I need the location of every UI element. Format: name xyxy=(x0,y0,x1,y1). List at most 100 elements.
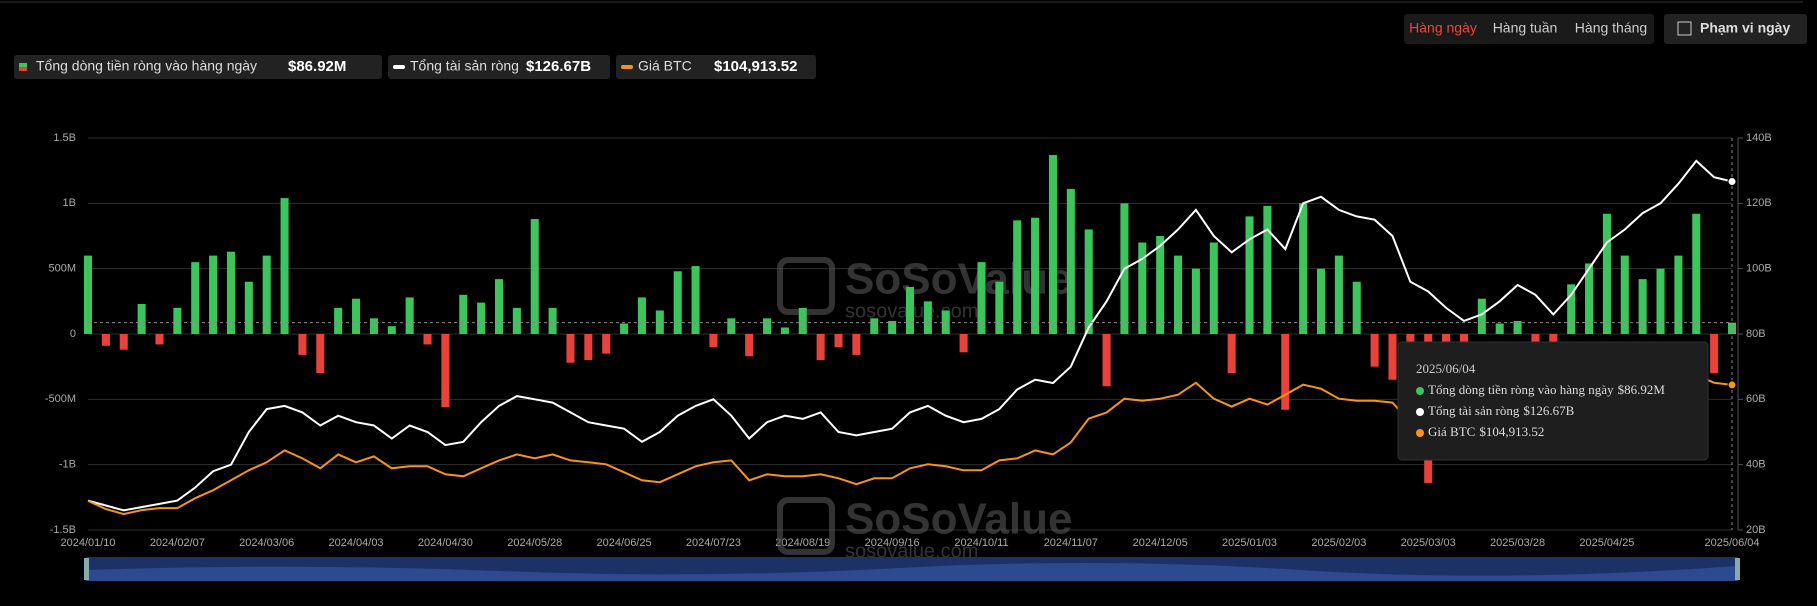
flow-bar xyxy=(244,281,253,334)
flow-bar xyxy=(798,307,807,334)
flow-bar xyxy=(673,271,682,334)
period-button[interactable]: Hàng ngày xyxy=(1409,20,1477,36)
flow-bar xyxy=(1316,268,1326,334)
flow-bar xyxy=(477,302,486,334)
flow-bar xyxy=(137,303,146,334)
x-tick-label: 2024/04/03 xyxy=(329,537,384,549)
controls: Hàng ngày Hàng tuần Hàng tháng Phạm vi ngày xyxy=(1404,14,1807,44)
flow-bar xyxy=(1388,334,1397,380)
y-tick-label: -1.5B xyxy=(50,524,76,536)
flow-bar xyxy=(941,310,950,334)
flow-bar xyxy=(83,255,93,334)
tooltip-row: Tổng dòng tiền ròng vào hàng ngày $86.92M xyxy=(1428,382,1665,397)
flow-bar xyxy=(923,301,932,334)
x-tick-label: 2024/08/19 xyxy=(775,537,830,549)
legend-value: $86.92M xyxy=(288,58,346,75)
flow-bar xyxy=(119,334,128,350)
y-tick-label: 1.5B xyxy=(53,132,76,144)
flow-bar xyxy=(512,307,521,334)
flow-bar xyxy=(1567,284,1576,334)
flow-bar xyxy=(852,334,861,355)
legend-item-bg[interactable] xyxy=(388,55,610,79)
range-button[interactable]: Phạm vi ngày xyxy=(1700,20,1790,36)
tooltip-value: $126.67B xyxy=(1523,403,1574,418)
flow-bar xyxy=(870,318,879,334)
range-button-bg[interactable] xyxy=(1664,14,1807,44)
navigator-handle[interactable] xyxy=(1735,558,1740,580)
flow-bar xyxy=(1084,229,1093,334)
flow-bar xyxy=(727,318,736,334)
flow-bar xyxy=(101,334,110,346)
flow-bar xyxy=(745,334,754,357)
tooltip-value: $104,913.52 xyxy=(1479,424,1544,439)
flow-bar xyxy=(780,327,789,334)
series-line xyxy=(87,159,1733,512)
x-tick-label: 2024/11/07 xyxy=(1044,537,1098,549)
legend-value: $104,913.52 xyxy=(714,58,797,75)
legend-value: $126.67B xyxy=(526,58,591,75)
y2-tick-label: 80B xyxy=(1746,328,1766,340)
period-button[interactable]: Hàng tuần xyxy=(1493,20,1558,36)
x-tick-label: 2024/10/11 xyxy=(954,537,1008,549)
flow-bar xyxy=(280,198,289,334)
y2-tick-label: 20B xyxy=(1746,524,1766,536)
x-tick-label: 2025/03/03 xyxy=(1401,537,1456,549)
flow-bar xyxy=(1191,268,1200,334)
flow-bar xyxy=(1227,334,1236,374)
flow-bar xyxy=(1620,255,1629,334)
legend-item-bg[interactable] xyxy=(616,55,816,79)
legend-label: Tổng dòng tiền ròng vào hàng ngày xyxy=(36,58,257,74)
buttons-bg xyxy=(1404,14,1654,44)
y-tick-label: -500M xyxy=(45,393,76,405)
legend-swatch xyxy=(393,65,405,69)
calendar-icon xyxy=(1677,21,1692,36)
tooltip: 2025/06/04 Tổng dòng tiền ròng vào hàng n… xyxy=(1397,341,1709,461)
x-tick-label: 2024/01/10 xyxy=(60,537,115,549)
flow-bar xyxy=(405,297,414,334)
flow-bar xyxy=(1263,205,1272,334)
hover-dot xyxy=(1727,380,1737,390)
period-button[interactable]: Hàng tháng xyxy=(1575,20,1647,36)
flow-bar xyxy=(1513,320,1522,334)
legend-swatch xyxy=(19,67,27,71)
flow-bar xyxy=(1352,281,1361,334)
legend-label: Giá BTC xyxy=(638,58,692,74)
x-tick-label: 2024/03/06 xyxy=(239,537,294,549)
flow-bar xyxy=(1102,334,1111,387)
navigator-handle[interactable] xyxy=(84,558,89,580)
flow-bar xyxy=(566,334,575,363)
x-tick-label: 2025/03/28 xyxy=(1490,537,1545,549)
flow-bar xyxy=(977,262,986,334)
y-tick-label: -1B xyxy=(59,459,76,471)
navigator-area xyxy=(86,562,1738,581)
flow-bar xyxy=(1031,217,1040,334)
flow-bar xyxy=(441,334,450,408)
flow-bar xyxy=(905,286,915,334)
tooltip-name: Tổng dòng tiền ròng vào hàng ngày xyxy=(1428,382,1614,397)
flow-bar xyxy=(1334,255,1343,334)
flow-bar xyxy=(459,294,468,334)
flow-bar xyxy=(816,334,825,361)
flow-bar xyxy=(173,307,182,334)
legend-item-bg[interactable] xyxy=(14,55,382,79)
flow-bar xyxy=(387,326,396,334)
tooltip-date: 2025/06/04 xyxy=(1416,361,1476,376)
tooltip-dot xyxy=(1416,387,1424,395)
legend: Tổng dòng tiền ròng vào hàng ngày $86.92M… xyxy=(14,55,816,79)
y-tick-label: 0 xyxy=(70,328,76,340)
tooltip-name: Giá BTC xyxy=(1428,424,1475,439)
flow-bar xyxy=(691,266,700,334)
legend-swatch xyxy=(621,65,633,69)
flow-bar xyxy=(1281,334,1290,410)
flow-bar xyxy=(1048,154,1057,334)
y2-tick-label: 120B xyxy=(1746,197,1772,209)
flow-bar xyxy=(1656,268,1665,334)
flow-bar xyxy=(1477,298,1486,334)
flow-bar xyxy=(352,298,361,334)
watermark-brand: SoSoValue xyxy=(845,495,1072,544)
flow-bar xyxy=(1602,213,1611,334)
flow-bar xyxy=(763,318,772,334)
y2-tick-label: 140B xyxy=(1746,132,1772,144)
watermark-site: sosovalue.com xyxy=(845,540,978,562)
